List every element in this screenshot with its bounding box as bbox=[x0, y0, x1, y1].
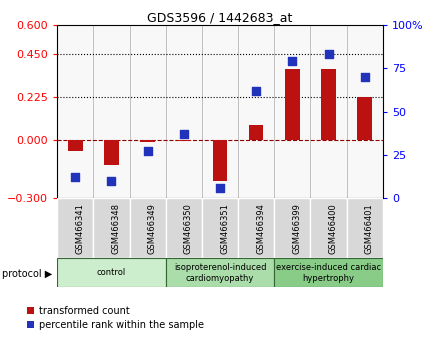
Text: protocol ▶: protocol ▶ bbox=[2, 269, 52, 279]
Text: GSM466400: GSM466400 bbox=[329, 203, 337, 254]
Point bbox=[180, 131, 187, 137]
Bar bbox=[357, 97, 372, 141]
FancyBboxPatch shape bbox=[347, 198, 383, 258]
Bar bbox=[68, 141, 83, 151]
Title: GDS3596 / 1442683_at: GDS3596 / 1442683_at bbox=[147, 11, 293, 24]
Bar bbox=[249, 125, 264, 141]
Bar bbox=[213, 141, 227, 181]
Point bbox=[289, 58, 296, 64]
Point bbox=[216, 185, 224, 191]
Text: isoproterenol-induced
cardiomyopathy: isoproterenol-induced cardiomyopathy bbox=[174, 263, 266, 282]
Bar bbox=[104, 141, 119, 165]
FancyBboxPatch shape bbox=[166, 198, 202, 258]
FancyBboxPatch shape bbox=[238, 198, 274, 258]
Text: GSM466348: GSM466348 bbox=[111, 203, 121, 254]
Text: GSM466341: GSM466341 bbox=[75, 203, 84, 254]
FancyBboxPatch shape bbox=[274, 258, 383, 287]
Bar bbox=[140, 141, 155, 142]
FancyBboxPatch shape bbox=[166, 258, 274, 287]
FancyBboxPatch shape bbox=[311, 198, 347, 258]
FancyBboxPatch shape bbox=[274, 198, 311, 258]
Legend: transformed count, percentile rank within the sample: transformed count, percentile rank withi… bbox=[27, 306, 204, 330]
FancyBboxPatch shape bbox=[202, 198, 238, 258]
Point bbox=[72, 175, 79, 180]
Text: GSM466399: GSM466399 bbox=[292, 203, 301, 254]
Text: GSM466401: GSM466401 bbox=[365, 203, 374, 254]
Text: control: control bbox=[97, 268, 126, 277]
Point bbox=[144, 149, 151, 154]
Bar bbox=[285, 69, 300, 141]
Text: GSM466394: GSM466394 bbox=[256, 203, 265, 254]
Text: exercise-induced cardiac
hypertrophy: exercise-induced cardiac hypertrophy bbox=[276, 263, 381, 282]
Point bbox=[325, 51, 332, 57]
Bar bbox=[321, 69, 336, 141]
FancyBboxPatch shape bbox=[93, 198, 129, 258]
Text: GSM466350: GSM466350 bbox=[184, 203, 193, 254]
Point bbox=[361, 74, 368, 80]
Point bbox=[253, 88, 260, 93]
Text: GSM466349: GSM466349 bbox=[148, 203, 157, 254]
Point bbox=[108, 178, 115, 184]
FancyBboxPatch shape bbox=[57, 198, 93, 258]
FancyBboxPatch shape bbox=[129, 198, 166, 258]
Text: GSM466351: GSM466351 bbox=[220, 203, 229, 254]
FancyBboxPatch shape bbox=[57, 258, 166, 287]
